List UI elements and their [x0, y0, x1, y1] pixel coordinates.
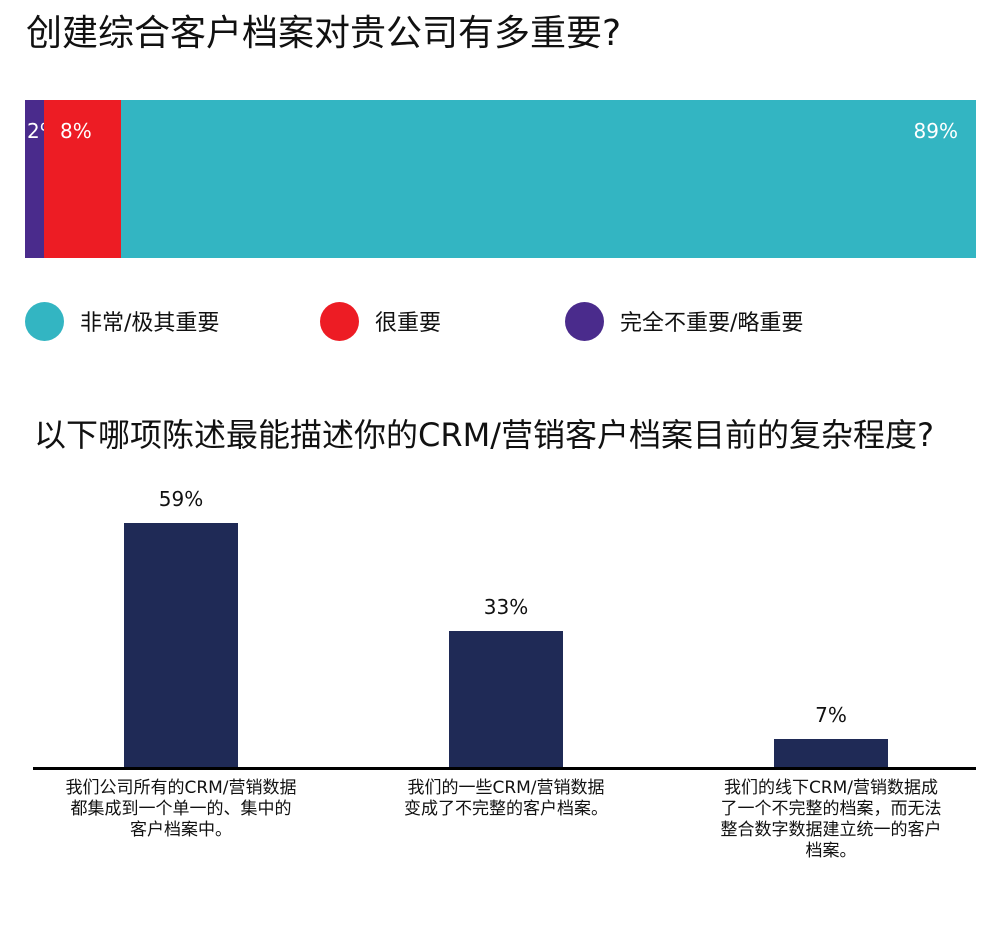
- category-label-line: 我们公司所有的CRM/营销数据: [65, 778, 297, 798]
- legend-swatch: [25, 301, 64, 341]
- bar-value-label-1: 59%: [159, 487, 203, 511]
- chart-title-importance: 创建综合客户档案对贵公司有多重要?: [26, 13, 622, 54]
- bar-3: [774, 739, 888, 768]
- legend-item-2: 很重要: [320, 300, 441, 342]
- category-label-line: 客户档案中。: [130, 820, 232, 840]
- category-label-line: 都集成到一个单一的、集中的: [70, 799, 292, 819]
- chart-title-complexity: 以下哪项陈述最能描述你的CRM/营销客户档案目前的复杂程度?: [34, 416, 934, 454]
- category-label-line: 我们的一些CRM/营销数据: [407, 778, 605, 798]
- category-label-line: 我们的线下CRM/营销数据成: [723, 778, 939, 798]
- bar-chart: 59% 33% 7%: [33, 487, 976, 770]
- category-label-line: 档案。: [805, 841, 857, 861]
- category-label-line: 了一个不完整的档案，而无法: [720, 799, 942, 819]
- legend-label: 很重要: [375, 311, 442, 336]
- stacked-segment-label-3: 89%: [913, 119, 958, 143]
- legend-label: 非常/极其重要: [80, 311, 220, 336]
- bar-value-label-2: 33%: [484, 595, 528, 619]
- category-label-line: 变成了不完整的客户档案。: [404, 799, 608, 819]
- category-label-1: 我们公司所有的CRM/营销数据 都集成到一个单一的、集中的 客户档案中。: [41, 778, 321, 841]
- stacked-bar: 2% 8% 89%: [25, 100, 976, 258]
- legend-item-1: 非常/极其重要: [25, 300, 219, 342]
- legend-item-3: 完全不重要/略重要: [565, 300, 803, 342]
- stacked-segment-3: 89%: [121, 100, 976, 258]
- bar-2: [449, 631, 563, 768]
- legend-swatch: [565, 301, 604, 341]
- bar-1: [124, 523, 238, 768]
- category-label-3: 我们的线下CRM/营销数据成 了一个不完整的档案，而无法 整合数字数据建立统一的客户…: [696, 778, 966, 862]
- category-label-line: 整合数字数据建立统一的客户: [720, 820, 942, 840]
- legend-swatch: [320, 301, 359, 341]
- stacked-segment-label-2: 8%: [60, 119, 92, 143]
- bar-value-label-3: 7%: [815, 703, 847, 727]
- stacked-segment-2: 8%: [44, 100, 121, 258]
- legend-label: 完全不重要/略重要: [620, 311, 804, 336]
- stacked-segment-1: 2%: [25, 100, 59, 258]
- category-label-2: 我们的一些CRM/营销数据 变成了不完整的客户档案。: [381, 778, 631, 820]
